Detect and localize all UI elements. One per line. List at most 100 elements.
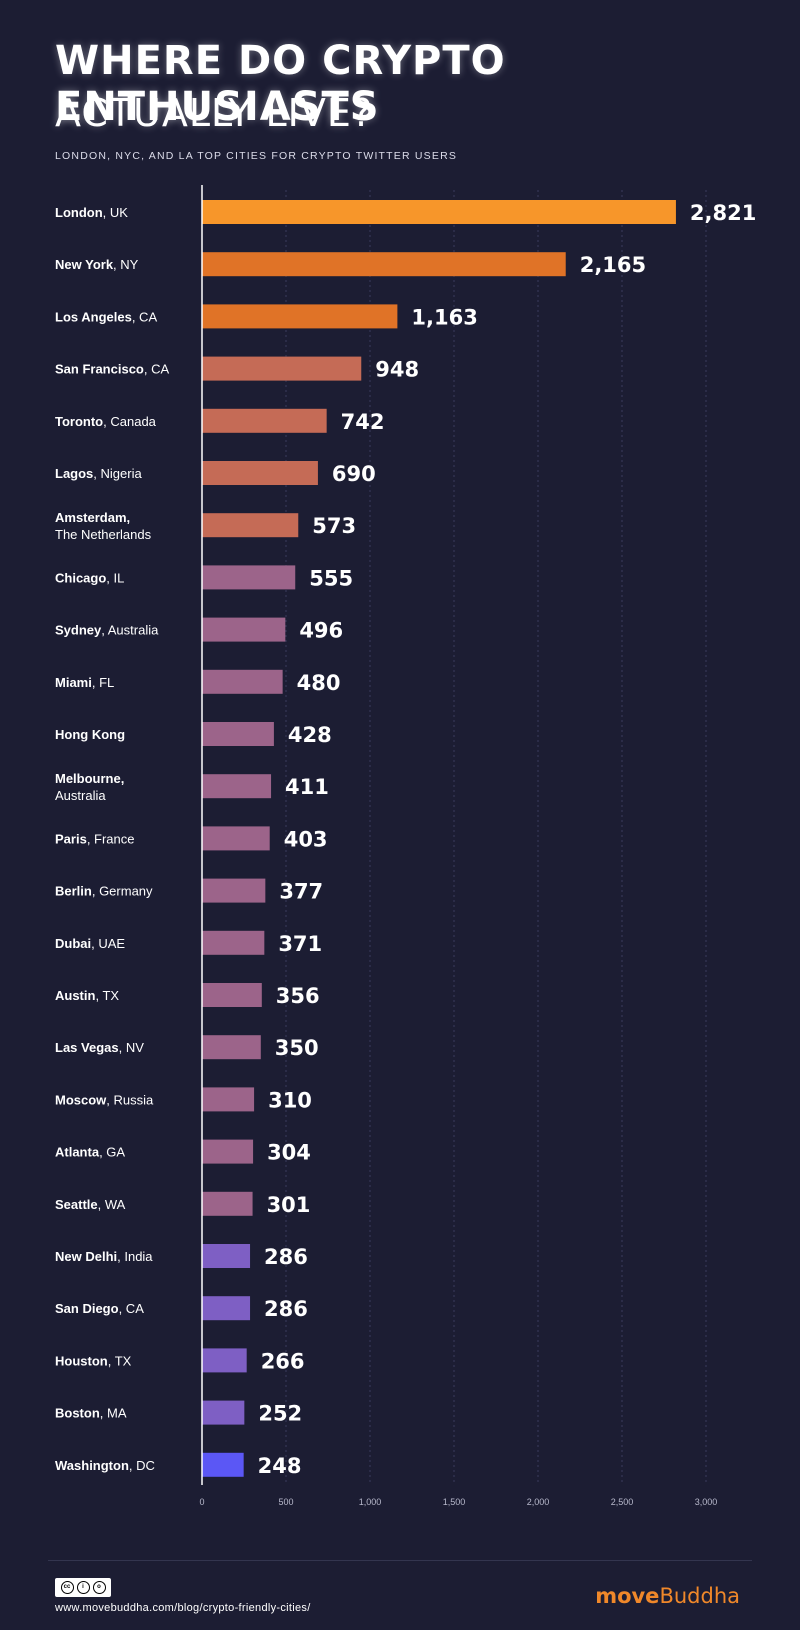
category-region: Australia xyxy=(55,788,106,803)
category-region: , FL xyxy=(92,675,114,690)
category-label: Moscow, Russia xyxy=(55,1092,154,1107)
category-label: Paris, France xyxy=(55,831,135,846)
category-label: Dubai, UAE xyxy=(55,936,125,951)
category-city: Sydney xyxy=(55,623,102,638)
bar xyxy=(202,356,362,381)
source-url[interactable]: www.movebuddha.com/blog/crypto-friendly-… xyxy=(55,1602,311,1614)
category-label: Lagos, Nigeria xyxy=(55,466,142,481)
category-city: Melbourne, xyxy=(55,771,124,786)
data-label: 2,165 xyxy=(580,253,646,277)
category-city: Moscow xyxy=(55,1092,107,1107)
data-label: 496 xyxy=(299,619,343,643)
bar xyxy=(202,930,265,955)
category-label: Amsterdam, The Netherlands xyxy=(55,510,152,542)
category-label: Seattle, WA xyxy=(55,1197,126,1212)
bar xyxy=(202,565,296,590)
data-label: 948 xyxy=(375,358,419,382)
bar xyxy=(202,1035,261,1060)
brand-bold: move xyxy=(595,1584,660,1608)
brand-light: Buddha xyxy=(659,1584,740,1608)
category-region: , France xyxy=(87,831,135,846)
category-label: Las Vegas, NV xyxy=(55,1040,144,1055)
category-city: Washington xyxy=(55,1458,129,1473)
category-city: San Diego xyxy=(55,1301,119,1316)
category-city: Seattle xyxy=(55,1197,98,1212)
x-tick-label: 2,000 xyxy=(527,1497,550,1507)
data-label: 742 xyxy=(341,410,385,434)
category-label: Melbourne, Australia xyxy=(55,771,124,803)
data-label: 266 xyxy=(261,1349,305,1373)
category-city: Austin xyxy=(55,988,96,1003)
category-label: Austin, TX xyxy=(55,988,119,1003)
category-region: , Russia xyxy=(106,1092,154,1107)
data-label: 371 xyxy=(278,932,322,956)
data-label: 301 xyxy=(267,1193,311,1217)
bar xyxy=(202,408,327,433)
category-region: , UAE xyxy=(91,936,125,951)
bar xyxy=(202,1191,253,1216)
category-label: San Diego, CA xyxy=(55,1301,144,1316)
bar xyxy=(202,983,262,1007)
data-label: 1,163 xyxy=(411,305,477,329)
category-region: , NV xyxy=(119,1040,145,1055)
data-label: 286 xyxy=(264,1245,308,1269)
category-region: , GA xyxy=(99,1145,125,1160)
category-city: Toronto xyxy=(55,414,103,429)
category-region: , TX xyxy=(95,988,119,1003)
bar xyxy=(202,669,283,694)
chart-subtitle: LONDON, NYC, AND LA TOP CITIES FOR CRYPT… xyxy=(55,150,458,162)
bar xyxy=(202,252,566,277)
data-label: 428 xyxy=(288,723,332,747)
data-label: 304 xyxy=(267,1141,311,1165)
data-label: 350 xyxy=(275,1036,319,1060)
data-label: 690 xyxy=(332,462,376,486)
category-label: Washington, DC xyxy=(55,1458,155,1473)
category-region: , Germany xyxy=(92,884,153,899)
category-city: Chicago xyxy=(55,570,106,585)
bar xyxy=(202,1139,254,1164)
bar xyxy=(202,304,398,329)
category-region: , MA xyxy=(100,1406,127,1421)
bar xyxy=(202,200,676,224)
x-tick-label: 500 xyxy=(278,1497,293,1507)
category-city: Atlanta xyxy=(55,1145,100,1160)
bar xyxy=(202,826,270,851)
bar xyxy=(202,1348,247,1373)
category-label: Berlin, Germany xyxy=(55,884,153,899)
category-region: , TX xyxy=(108,1353,132,1368)
category-region: , CA xyxy=(119,1301,145,1316)
category-city: Boston xyxy=(55,1406,100,1421)
category-city: Amsterdam, xyxy=(55,510,130,525)
category-label: Boston, MA xyxy=(55,1406,127,1421)
category-region: , DC xyxy=(129,1458,155,1473)
category-city: New Delhi xyxy=(55,1249,117,1264)
category-city: Berlin xyxy=(55,884,92,899)
category-city: London xyxy=(55,205,103,220)
category-label: Sydney, Australia xyxy=(55,623,159,638)
bar xyxy=(202,1452,244,1477)
data-label: 411 xyxy=(285,775,329,799)
data-label: 310 xyxy=(268,1088,312,1112)
category-label: Atlanta, GA xyxy=(55,1145,125,1160)
category-city: New York xyxy=(55,257,114,272)
bar xyxy=(202,513,299,538)
category-region: , CA xyxy=(144,362,170,377)
category-region: , Canada xyxy=(103,414,157,429)
category-city: Las Vegas xyxy=(55,1040,119,1055)
cc-license-icon: cc i o xyxy=(55,1578,111,1597)
bar xyxy=(202,722,274,746)
category-label: Houston, TX xyxy=(55,1353,132,1368)
category-region: The Netherlands xyxy=(55,527,152,542)
bar xyxy=(202,461,318,485)
data-label: 2,821 xyxy=(690,201,756,225)
x-tick-label: 1,000 xyxy=(359,1497,382,1507)
data-label: 248 xyxy=(258,1454,302,1478)
chart-title-line1: WHERE DO CRYPTO ENTHUSIASTS xyxy=(55,38,506,130)
x-tick-label: 2,500 xyxy=(611,1497,634,1507)
category-city: Houston xyxy=(55,1353,108,1368)
category-city: Paris xyxy=(55,831,87,846)
data-label: 555 xyxy=(309,566,353,590)
category-label: Toronto, Canada xyxy=(55,414,157,429)
bar xyxy=(202,1244,251,1268)
category-city: Miami xyxy=(55,675,92,690)
